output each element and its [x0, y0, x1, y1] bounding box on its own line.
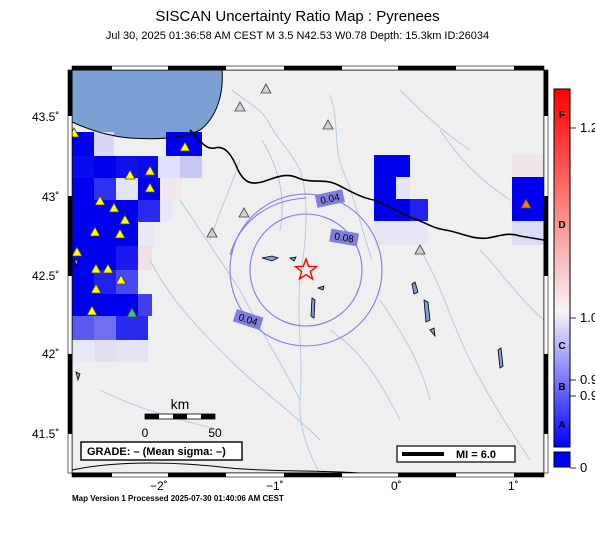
station-marker — [260, 83, 272, 94]
scale-unit: km — [171, 396, 190, 412]
station-marker — [114, 228, 126, 239]
mi-box: MI = 6.0 — [396, 445, 516, 463]
lon-tick-label: 0˚ — [391, 479, 402, 493]
lon-tick-label: −1˚ — [266, 479, 284, 493]
station-marker — [72, 246, 83, 257]
station-marker — [89, 226, 101, 237]
station-marker — [414, 244, 426, 255]
scale-bar: km 0 50 — [142, 396, 222, 440]
colorbar-value: 1.0 — [580, 310, 595, 325]
station-marker — [124, 169, 136, 180]
station-marker — [72, 127, 80, 138]
uncertainty-grid — [72, 132, 544, 362]
station-marker — [206, 227, 218, 238]
contour-label-2: 0.08 — [333, 231, 355, 245]
stations — [72, 83, 532, 318]
uncertainty-contours — [229, 193, 383, 347]
station-marker — [126, 307, 138, 318]
frame-ticks — [67, 65, 549, 478]
southern-coast — [72, 462, 361, 473]
station-marker — [94, 195, 106, 206]
station-marker — [86, 305, 98, 316]
station-marker — [119, 214, 131, 225]
reservoirs — [73, 255, 504, 382]
lon-tick-label: 1˚ — [508, 479, 519, 493]
colorbar-value: 0.9 — [580, 388, 595, 403]
epicenter-star — [293, 256, 319, 281]
scale-tick-0: 0 — [142, 426, 149, 440]
processed-footer: Map Version 1 Processed 2025-07-30 01:40… — [72, 494, 284, 503]
station-marker — [108, 202, 120, 213]
grade-box: GRADE: – (Mean sigma: –) — [80, 441, 243, 461]
colorbar-letter: F — [559, 110, 565, 121]
station-marker — [90, 263, 102, 274]
map-title: SISCAN Uncertainty Ratio Map : Pyrenees — [155, 8, 440, 25]
station-marker — [144, 182, 156, 193]
station-marker — [520, 198, 532, 209]
colorbar-value: 1.2 — [580, 120, 595, 135]
station-marker — [322, 119, 334, 130]
lon-tick-label: −2˚ — [150, 479, 168, 493]
station-marker — [115, 274, 127, 285]
colorbar-letter: B — [558, 382, 565, 393]
colorbar-letter: D — [558, 220, 565, 231]
coastline — [72, 70, 223, 140]
colorbar-letter: C — [558, 341, 565, 352]
lat-tick-label: 43.5˚ — [32, 110, 59, 124]
lat-tick-label: 43˚ — [42, 190, 59, 204]
country-border — [189, 129, 544, 241]
lat-tick-label: 42˚ — [42, 347, 59, 361]
colorbar-value: 0 — [580, 460, 587, 475]
station-marker — [179, 141, 191, 152]
station-marker — [102, 263, 114, 274]
contour-labels: 0.04 0.08 0.04 — [232, 189, 360, 331]
lat-tick-label: 41.5˚ — [32, 427, 59, 441]
station-marker — [234, 101, 246, 112]
colorbar: F D C B A 1.2 1.0 0.9 0.9 0 — [553, 88, 595, 475]
sea-area — [72, 70, 223, 139]
station-marker — [90, 283, 102, 294]
colorbar-letter: A — [558, 420, 565, 431]
station-marker — [144, 165, 156, 176]
event-subtitle: Jul 30, 2025 01:36:58 AM CEST M 3.5 N42.… — [105, 30, 490, 42]
mi-text: MI = 6.0 — [456, 449, 496, 461]
lat-tick-label: 42.5˚ — [32, 269, 59, 283]
colorbar-value: 0.9 — [580, 372, 595, 387]
grade-text: GRADE: – (Mean sigma: –) — [87, 446, 226, 458]
contour-label-1: 0.04 — [319, 192, 341, 207]
station-marker — [238, 207, 250, 218]
scale-tick-50: 50 — [208, 426, 222, 440]
